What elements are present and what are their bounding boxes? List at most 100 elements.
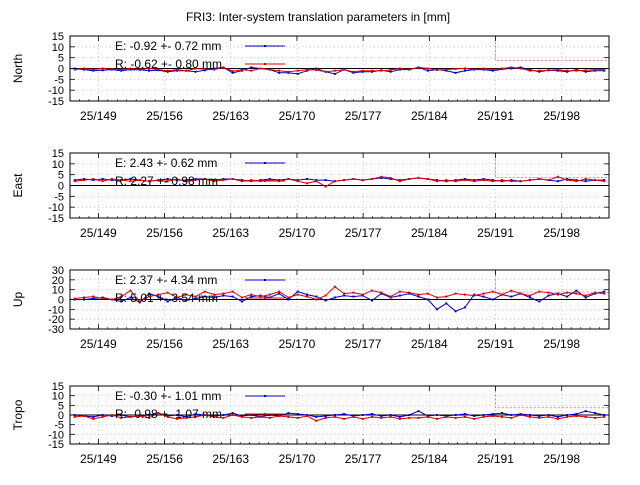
legend-label: R: -0.98 +- 1.07 mm [115,407,222,421]
x-tick-label: 25/149 [80,109,117,123]
data-point-r [408,178,411,180]
data-point-e [101,69,104,72]
data-point-e [547,414,550,416]
plot-frame [69,152,610,219]
data-point-r [268,68,271,71]
data-point-r [305,414,308,417]
series-line-r [74,412,605,422]
data-point-r [305,295,308,298]
x-tick-label: 25/191 [477,226,514,240]
x-tick-label: 25/163 [212,452,249,466]
legend-label: E: 2.37 +- 4.34 mm [115,273,217,287]
data-point-r [426,67,429,70]
data-point-e [584,180,587,183]
data-point-r [148,180,151,183]
data-point-r [296,180,299,183]
data-point-r [166,291,169,294]
y-tick-label: 15 [52,381,64,393]
data-point-r [352,70,355,73]
data-point-r [389,295,392,298]
data-point-r [203,290,206,293]
data-point-e [268,178,271,180]
data-point-r [231,70,234,73]
data-point-e [510,179,513,182]
y-axis-label: North [11,54,25,83]
y-tick-label: -15 [48,213,64,225]
data-point-r [110,414,113,416]
data-point-e [584,70,587,73]
data-point-e [445,180,448,183]
data-point-r [222,416,225,419]
data-point-r [83,414,86,417]
data-point-r [83,67,86,70]
legend-label: R: -0.62 +- 0.80 mm [115,57,222,71]
data-point-r [519,292,522,295]
y-axis-label: East [11,173,25,198]
data-point-r [575,69,578,72]
data-point-e [547,294,550,297]
data-point-r [454,292,457,295]
data-point-r [222,179,225,182]
data-point-r [268,179,271,182]
data-point-r [445,415,448,418]
data-point-e [333,296,336,299]
x-tick-label: 25/191 [477,109,514,123]
series-line-r [74,66,605,73]
data-point-r [203,68,206,71]
data-point-r [547,179,550,182]
data-point-e [231,71,234,74]
data-point-r [287,70,290,73]
y-tick-label: 10 [52,285,64,297]
data-point-e [501,180,504,183]
data-point-r [482,415,485,418]
data-point-r [92,295,95,298]
legend-marker [264,297,266,299]
data-point-e [185,299,188,302]
data-point-r [361,179,364,182]
data-point-e [603,414,606,416]
data-point-r [398,290,401,293]
data-point-r [501,415,504,418]
series-line-e [74,289,605,312]
data-point-r [593,416,596,419]
data-point-e [501,412,504,415]
data-point-e [222,178,225,180]
x-tick-label: 25/170 [279,109,316,123]
data-point-e [603,69,606,72]
data-point-e [222,414,225,416]
y-tick-label: -30 [48,324,64,336]
data-point-r [138,179,141,182]
y-tick-label: 0 [58,410,64,422]
data-point-e [287,412,290,415]
data-point-r [510,416,513,419]
data-point-e [445,302,448,305]
data-point-r [593,179,596,182]
data-point-e [250,66,253,69]
data-point-r [482,179,485,182]
data-point-r [473,294,476,297]
data-point-r [436,296,439,299]
data-point-e [566,414,569,416]
data-point-r [501,179,504,182]
data-point-r [333,415,336,418]
data-point-r [491,180,494,183]
data-point-r [408,416,411,419]
data-point-r [278,290,281,293]
data-point-e [278,179,281,182]
data-point-r [547,291,550,294]
data-point-r [175,296,178,299]
data-point-r [185,416,188,419]
x-tick-label: 25/163 [212,109,249,123]
data-point-r [250,69,253,72]
data-point-e [194,297,197,300]
legend-label: E: -0.92 +- 0.72 mm [115,39,221,53]
x-tick-label: 25/177 [345,337,382,351]
data-point-r [333,69,336,72]
data-point-r [157,412,160,415]
data-point-e [408,414,411,416]
data-point-r [296,293,299,296]
data-point-e [324,414,327,417]
data-point-e [315,295,318,298]
data-point-e [454,414,457,416]
data-point-r [556,417,559,420]
